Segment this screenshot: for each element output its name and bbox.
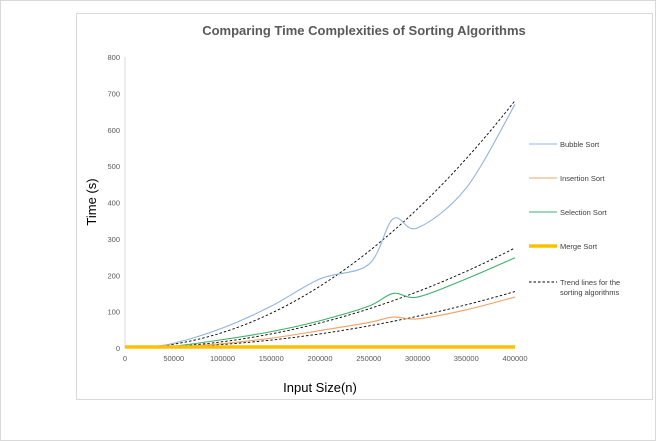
- y-tick-label: 0: [116, 344, 120, 353]
- x-tick-label: 50000: [163, 354, 184, 363]
- x-tick-label: 400000: [502, 354, 527, 363]
- y-tick-label: 300: [107, 235, 120, 244]
- x-tick-label: 250000: [356, 354, 381, 363]
- x-tick-label: 200000: [307, 354, 332, 363]
- bubble-sort-line: [124, 104, 516, 349]
- y-tick-labels: 0 100 200 300 400 500 600 700 800: [107, 53, 120, 353]
- legend-label-merge-sort: Merge Sort: [560, 242, 598, 251]
- trend-line: [144, 100, 516, 348]
- trend-lines: [144, 100, 516, 349]
- y-tick-label: 600: [107, 126, 120, 135]
- selection-sort-line: [124, 257, 516, 349]
- legend-label-trend-lines-for-the-sorting-algorithms: Trend lines for the sorting algorithms: [560, 278, 620, 297]
- legend-label-insertion-sort: Insertion Sort: [560, 174, 606, 183]
- legend-label-bubble-sort: Bubble Sort: [560, 140, 600, 149]
- x-tick-label: 350000: [454, 354, 479, 363]
- y-tick-label: 700: [107, 89, 120, 98]
- y-tick-label: 500: [107, 162, 120, 171]
- x-tick-label: 100000: [210, 354, 235, 363]
- legend-label-selection-sort: Selection Sort: [560, 208, 608, 217]
- y-tick-label: 200: [107, 271, 120, 280]
- trend-line: [144, 291, 516, 349]
- y-tick-label: 100: [107, 308, 120, 317]
- y-tick-label: 800: [107, 53, 120, 62]
- y-tick-label: 400: [107, 199, 120, 208]
- series-lines: [124, 104, 516, 349]
- chart-title: Comparing Time Complexities of Sorting A…: [202, 23, 526, 38]
- x-tick-labels: 0 50000 100000 150000 200000 250000 300000 3500…: [123, 354, 528, 363]
- x-axis-title: Input Size(n): [283, 380, 357, 395]
- sorting-complexity-chart: Comparing Time Complexities of Sorting A…: [84, 23, 620, 395]
- y-axis-title: Time (s): [84, 178, 99, 225]
- x-tick-label: 0: [123, 354, 127, 363]
- chart-frame: Comparing Time Complexities of Sorting A…: [76, 13, 653, 400]
- x-tick-label: 150000: [259, 354, 284, 363]
- x-tick-label: 300000: [405, 354, 430, 363]
- legend: Bubble Sort Insertion Sort Selection Sort M…: [529, 140, 620, 297]
